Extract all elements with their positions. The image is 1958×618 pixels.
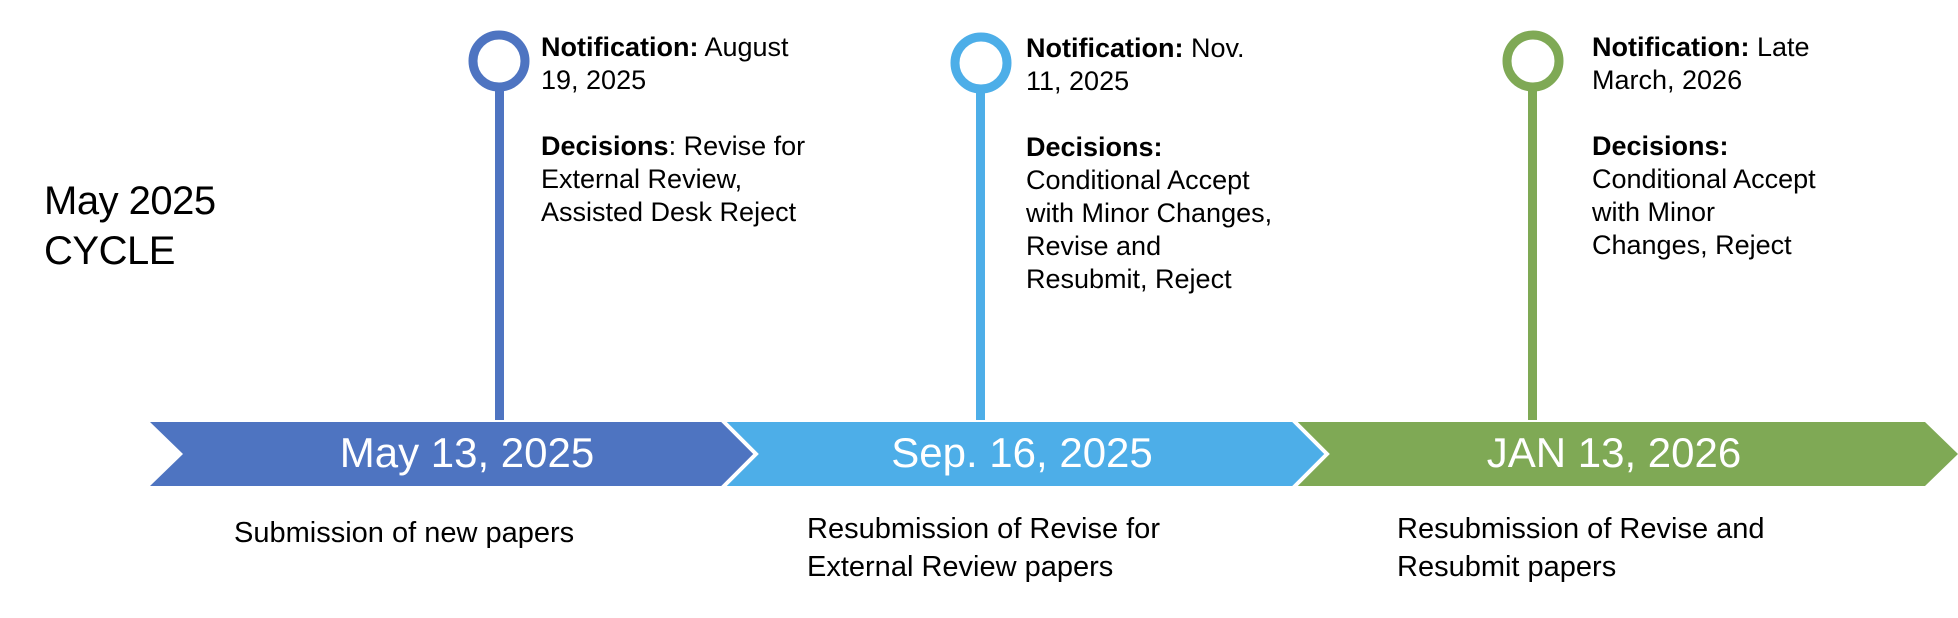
timeline-segment-1 [150, 422, 756, 486]
milestone-pin-3 [1502, 30, 1564, 420]
decisions-value-2b: Conditional Accept [1026, 165, 1250, 195]
notification-text-1: Notification: August [541, 31, 831, 64]
stage-caption-2: Resubmission of Revise for External Revi… [807, 510, 1267, 586]
timeline-segment-2 [722, 422, 1327, 486]
milestone-stem-3 [1528, 84, 1537, 420]
decisions-value-1a: : Revise for [668, 131, 806, 161]
notification-label-3: Notification: [1592, 32, 1750, 62]
notification-value-2a: Nov. [1183, 33, 1245, 63]
decisions-text-3: Decisions: [1592, 130, 1882, 163]
notification-value-3a: Late [1749, 32, 1810, 62]
notification-value-3b: March, 2026 [1592, 65, 1743, 95]
decisions-label-3: Decisions: [1592, 131, 1729, 161]
stage-date-2: Sep. 16, 2025 [891, 429, 1153, 476]
stage-date-1: May 13, 2025 [340, 429, 595, 476]
decisions-text-1: Decisions: Revise for [541, 130, 831, 163]
notification-text-2: Notification: Nov. [1026, 32, 1326, 65]
decisions-value-3c: with Minor [1592, 197, 1716, 227]
stage-caption-3-line-1: Resubmission of Revise and [1397, 513, 1765, 545]
milestone-ring-2 [950, 32, 1012, 94]
milestone-note-1: Notification: August 19, 2025 Decisions:… [541, 31, 831, 229]
timeline-separator-1 [720, 418, 759, 490]
notification-label-2: Notification: [1026, 33, 1184, 63]
decisions-value-3b: Conditional Accept [1592, 164, 1816, 194]
cycle-title-line-2: CYCLE [44, 229, 175, 273]
decisions-label-2: Decisions: [1026, 132, 1163, 162]
decisions-value-2d: Revise and [1026, 231, 1162, 261]
decisions-value-2e: Resubmit, Reject [1026, 264, 1232, 294]
milestone-ring-1 [468, 30, 530, 92]
milestone-stem-1 [495, 84, 504, 420]
stage-caption-2-line-1: Resubmission of Revise for [807, 513, 1160, 545]
stage-caption-3-line-2: Resubmit papers [1397, 551, 1617, 583]
milestone-stem-2 [976, 85, 985, 420]
decisions-value-1c: Assisted Desk Reject [541, 197, 797, 227]
timeline-segment-3 [1293, 422, 1958, 486]
milestone-note-2: Notification: Nov. 11, 2025 Decisions: C… [1026, 32, 1326, 296]
decisions-value-3d: Changes, Reject [1592, 230, 1792, 260]
notification-value-1a: August [698, 32, 789, 62]
stage-caption-3: Resubmission of Revise and Resubmit pape… [1397, 510, 1857, 586]
timeline-separator-2 [1291, 418, 1330, 490]
stage-caption-2-line-2: External Review papers [807, 551, 1114, 583]
milestone-pin-2 [950, 32, 1012, 420]
stage-caption-1: Submission of new papers [234, 514, 694, 552]
milestone-note-3: Notification: Late March, 2026 Decisions… [1592, 31, 1882, 262]
decisions-value-1b: External Review, [541, 164, 743, 194]
stage-date-3: JAN 13, 2026 [1487, 429, 1742, 476]
notification-text-3: Notification: Late [1592, 31, 1882, 64]
notification-value-2b: 11, 2025 [1026, 66, 1130, 96]
milestone-ring-3 [1502, 30, 1564, 92]
notification-value-1b: 19, 2025 [541, 65, 647, 95]
decisions-label-1: Decisions [541, 131, 669, 161]
cycle-title-line-1: May 2025 [44, 179, 216, 223]
decisions-text-2: Decisions: [1026, 131, 1326, 164]
notification-label-1: Notification: [541, 32, 699, 62]
cycle-title: May 2025 CYCLE [44, 176, 216, 276]
decisions-value-2c: with Minor Changes, [1026, 198, 1273, 228]
stage-caption-1-line-1: Submission of new papers [234, 517, 575, 549]
milestone-pin-1 [468, 30, 530, 420]
